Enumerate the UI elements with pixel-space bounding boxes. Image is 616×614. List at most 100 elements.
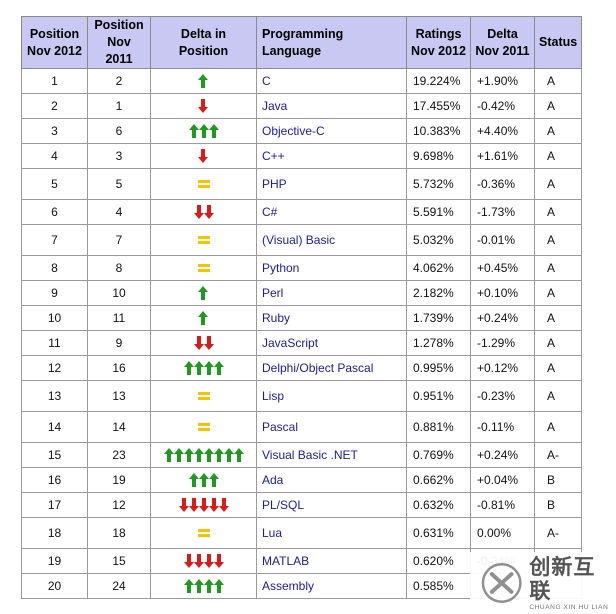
delta-arrows: [193, 336, 214, 350]
delta-rating-cell: -0.01%: [470, 224, 535, 256]
language-cell: C#: [256, 199, 407, 225]
table-row: 7 7 (Visual) Basic 5.032% -0.01% A: [21, 224, 583, 256]
language-cell: Objective-C: [256, 118, 407, 144]
status-cell: A-: [533, 517, 583, 549]
status-cell: A: [533, 118, 583, 144]
delta-position-cell: [150, 255, 257, 281]
language-cell: Ruby: [256, 305, 407, 331]
watermark-subtext: CHUANG XIN HU LIAN: [529, 603, 609, 611]
language-cell: MATLAB: [256, 548, 407, 574]
delta-arrows: [197, 149, 208, 163]
position-2012-cell: 5: [21, 168, 88, 200]
status-cell: A: [533, 411, 583, 443]
delta-arrows: [197, 423, 210, 431]
language-cell: Python: [256, 255, 407, 281]
language-cell: Lua: [256, 517, 407, 549]
position-2012-cell: 11: [21, 330, 88, 356]
table-row: 17 12 PL/SQL 0.632% -0.81% B: [21, 492, 583, 518]
rating-cell: 5.732%: [406, 168, 471, 200]
language-cell: Pascal: [256, 411, 407, 443]
table-row: 6 4 C# 5.591% -1.73% A: [21, 199, 583, 225]
delta-position-cell: [150, 280, 257, 306]
language-cell: C++: [256, 143, 407, 169]
delta-arrows: [163, 448, 244, 462]
arrow-down-icon: [188, 498, 199, 512]
position-2011-cell: 12: [87, 492, 151, 518]
status-cell: A: [533, 199, 583, 225]
delta-arrows: [197, 286, 208, 300]
delta-position-cell: [150, 68, 257, 94]
status-cell: A: [533, 330, 583, 356]
arrow-down-icon: [193, 336, 204, 350]
position-2011-cell: 24: [87, 573, 151, 599]
language-cell: Delphi/Object Pascal: [256, 355, 407, 381]
rating-cell: 0.632%: [406, 492, 471, 518]
status-cell: B: [533, 467, 583, 493]
equals-icon: [197, 529, 210, 537]
table-row: 16 19 Ada 0.662% +0.04% B: [21, 467, 583, 493]
header-label-line: Ratings: [415, 26, 462, 41]
delta-rating-cell: -0.36%: [470, 168, 535, 200]
position-2011-cell: 9: [87, 330, 151, 356]
position-2012-cell: 7: [21, 224, 88, 256]
delta-position-cell: [150, 467, 257, 493]
position-2011-cell: 10: [87, 280, 151, 306]
delta-rating-cell: +1.90%: [470, 68, 535, 94]
arrow-up-icon: [197, 286, 208, 300]
delta-arrows: [197, 311, 208, 325]
header-label-line: Status: [539, 35, 578, 49]
delta-arrows: [197, 99, 208, 113]
equals-icon: [197, 423, 210, 431]
delta-arrows: [197, 392, 210, 400]
position-2011-cell: 2: [87, 68, 151, 94]
status-cell: B: [533, 492, 583, 518]
brand-logo-icon: [481, 563, 522, 603]
arrow-up-icon: [203, 579, 214, 593]
arrow-down-icon: [203, 554, 214, 568]
table-row: 13 13 Lisp 0.951% -0.23% A: [21, 380, 583, 412]
table-row: 8 8 Python 4.062% +0.45% A: [21, 255, 583, 281]
header-label-line: Position: [29, 26, 80, 41]
equals-icon: [197, 236, 210, 244]
status-cell: A: [533, 224, 583, 256]
arrow-up-icon: [198, 473, 209, 487]
status-cell: A: [533, 280, 583, 306]
rating-cell: 0.881%: [406, 411, 471, 443]
position-2011-cell: 13: [87, 380, 151, 412]
arrow-up-icon: [193, 579, 204, 593]
rating-cell: 5.591%: [406, 199, 471, 225]
status-cell: A: [533, 380, 583, 412]
position-2011-cell: 7: [87, 224, 151, 256]
arrow-down-icon: [208, 498, 219, 512]
table-row: 2 1 Java 17.455% -0.42% A: [21, 93, 583, 119]
language-cell: (Visual) Basic: [256, 224, 407, 256]
position-2012-cell: 6: [21, 199, 88, 225]
delta-arrows: [183, 554, 224, 568]
status-cell: A: [533, 355, 583, 381]
delta-arrows: [197, 180, 210, 188]
table-row: 11 9 JavaScript 1.278% -1.29% A: [21, 330, 583, 356]
arrow-down-icon: [203, 205, 214, 219]
delta-arrows: [183, 579, 224, 593]
position-2012-cell: 1: [21, 68, 88, 94]
rating-cell: 0.951%: [406, 380, 471, 412]
rating-cell: 4.062%: [406, 255, 471, 281]
rating-cell: 0.620%: [406, 548, 471, 574]
arrow-up-icon: [173, 448, 184, 462]
delta-rating-cell: -0.11%: [470, 411, 535, 443]
arrow-up-icon: [208, 124, 219, 138]
header-status: Status: [533, 16, 583, 69]
rating-cell: 0.631%: [406, 517, 471, 549]
arrow-down-icon: [198, 498, 209, 512]
delta-arrows: [197, 74, 208, 88]
rating-cell: 10.383%: [406, 118, 471, 144]
equals-icon: [197, 180, 210, 188]
delta-rating-cell: +0.04%: [470, 467, 535, 493]
arrow-up-icon: [183, 361, 194, 375]
table-row: 18 18 Lua 0.631% 0.00% A-: [21, 517, 583, 549]
delta-position-cell: [150, 492, 257, 518]
position-2012-cell: 14: [21, 411, 88, 443]
position-2012-cell: 15: [21, 442, 88, 468]
delta-rating-cell: +1.61%: [470, 143, 535, 169]
language-cell: Java: [256, 93, 407, 119]
